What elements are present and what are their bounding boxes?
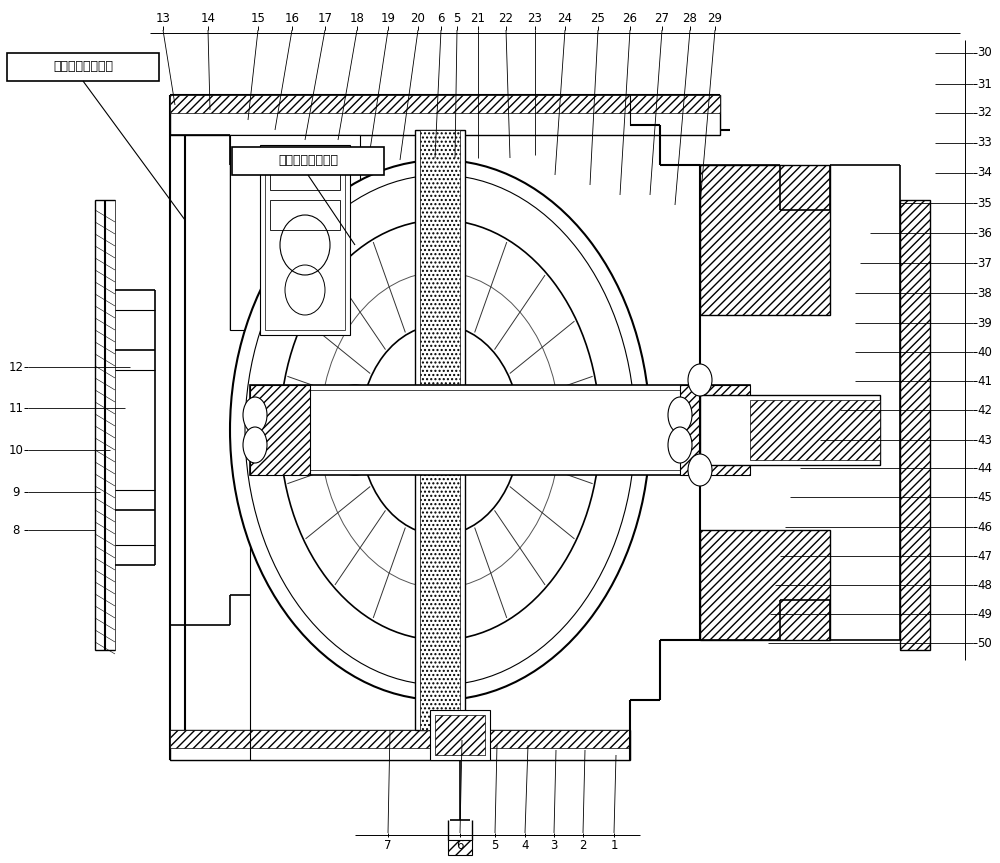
Text: 37: 37 [978, 256, 992, 269]
Bar [700, 530, 830, 640]
Text: 6: 6 [456, 839, 464, 852]
Bar [260, 145, 350, 335]
Ellipse shape [668, 427, 692, 463]
Text: 4: 4 [521, 839, 529, 852]
Text: 5: 5 [453, 11, 461, 24]
Bar [415, 130, 465, 730]
Text: 35: 35 [978, 197, 992, 210]
Text: 17: 17 [318, 11, 332, 24]
Bar [430, 710, 490, 760]
Bar [700, 395, 880, 465]
Bar [270, 160, 340, 190]
Bar [435, 715, 485, 755]
Text: 31: 31 [978, 78, 992, 91]
Text: 38: 38 [978, 287, 992, 299]
Bar [680, 385, 750, 475]
Ellipse shape [688, 454, 712, 486]
Text: 8: 8 [12, 524, 20, 537]
Bar [900, 200, 930, 650]
Bar [170, 95, 720, 135]
Text: 39: 39 [978, 317, 992, 330]
Text: 36: 36 [978, 226, 992, 240]
Text: 27: 27 [654, 11, 670, 24]
Text: 12: 12 [8, 361, 24, 374]
Ellipse shape [245, 175, 635, 685]
Text: 28: 28 [683, 11, 697, 24]
Text: 45: 45 [978, 490, 992, 503]
Bar [170, 95, 720, 113]
Text: 32: 32 [978, 106, 992, 119]
Ellipse shape [360, 325, 520, 535]
Bar [250, 385, 750, 475]
Bar [232, 147, 384, 175]
Bar [7, 53, 159, 81]
Text: 41: 41 [978, 375, 992, 387]
Text: 24: 24 [558, 11, 572, 24]
Text: 闭锁机构装配空间: 闭锁机构装配空间 [53, 60, 113, 73]
Text: 9: 9 [12, 486, 20, 499]
Bar [170, 730, 630, 760]
Text: 7: 7 [384, 839, 392, 852]
Text: 10: 10 [9, 444, 23, 457]
Ellipse shape [243, 427, 267, 463]
Text: 15: 15 [251, 11, 265, 24]
Text: 14: 14 [200, 11, 216, 24]
Bar [270, 200, 340, 230]
Text: 43: 43 [978, 433, 992, 446]
Text: 30: 30 [978, 47, 992, 60]
Text: 16: 16 [285, 11, 300, 24]
Bar [265, 150, 345, 330]
Ellipse shape [280, 220, 600, 640]
Bar [95, 200, 115, 650]
Text: 33: 33 [978, 136, 992, 149]
Text: 40: 40 [978, 345, 992, 358]
Text: 29: 29 [708, 11, 722, 24]
Text: 13: 13 [156, 11, 170, 24]
Text: 2: 2 [579, 839, 587, 852]
Text: 21: 21 [471, 11, 486, 24]
Text: 5: 5 [491, 839, 499, 852]
Text: 20: 20 [411, 11, 425, 24]
Ellipse shape [230, 160, 650, 700]
Text: 3: 3 [550, 839, 558, 852]
Text: 22: 22 [498, 11, 514, 24]
Text: 18: 18 [350, 11, 364, 24]
Text: 19: 19 [380, 11, 396, 24]
Bar [420, 130, 460, 730]
Bar [230, 135, 360, 330]
Bar [750, 400, 880, 460]
Text: 11: 11 [8, 401, 24, 414]
Text: 23: 23 [528, 11, 542, 24]
Bar [700, 165, 830, 315]
Text: 44: 44 [978, 462, 992, 475]
Text: 50: 50 [978, 637, 992, 650]
Text: 1: 1 [610, 839, 618, 852]
Text: 25: 25 [591, 11, 605, 24]
Ellipse shape [688, 364, 712, 396]
Text: 48: 48 [978, 578, 992, 591]
Text: 自由导轮装配空间: 自由导轮装配空间 [278, 154, 338, 167]
Bar [170, 730, 630, 748]
Text: 47: 47 [978, 550, 992, 563]
Bar [250, 385, 310, 475]
Bar [448, 840, 472, 855]
Text: 34: 34 [978, 167, 992, 180]
Text: 49: 49 [978, 608, 992, 620]
Text: 6: 6 [437, 11, 445, 24]
Text: 46: 46 [978, 520, 992, 533]
Text: 26: 26 [622, 11, 638, 24]
Bar [255, 390, 745, 470]
Text: 42: 42 [978, 404, 992, 417]
Ellipse shape [243, 397, 267, 433]
Ellipse shape [668, 397, 692, 433]
